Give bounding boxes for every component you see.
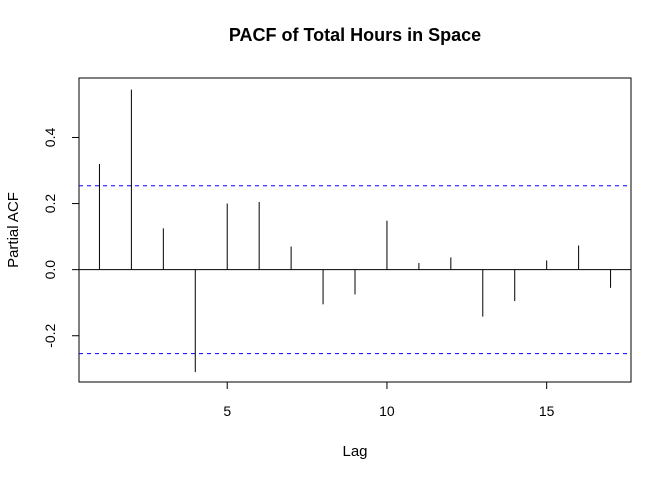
x-axis-label: Lag [342,443,367,460]
y-tick-label: -0.2 [42,323,58,347]
plot-frame [78,77,632,383]
x-tick-label: 5 [223,403,231,419]
chart-title: PACF of Total Hours in Space [229,25,481,45]
y-tick-label: 0.0 [42,260,58,280]
x-tick-label: 15 [539,403,555,419]
x-tick-label: 10 [379,403,395,419]
y-tick-label: 0.4 [42,128,58,148]
y-axis-label: Partial ACF [5,192,22,268]
y-tick-label: 0.2 [42,194,58,214]
